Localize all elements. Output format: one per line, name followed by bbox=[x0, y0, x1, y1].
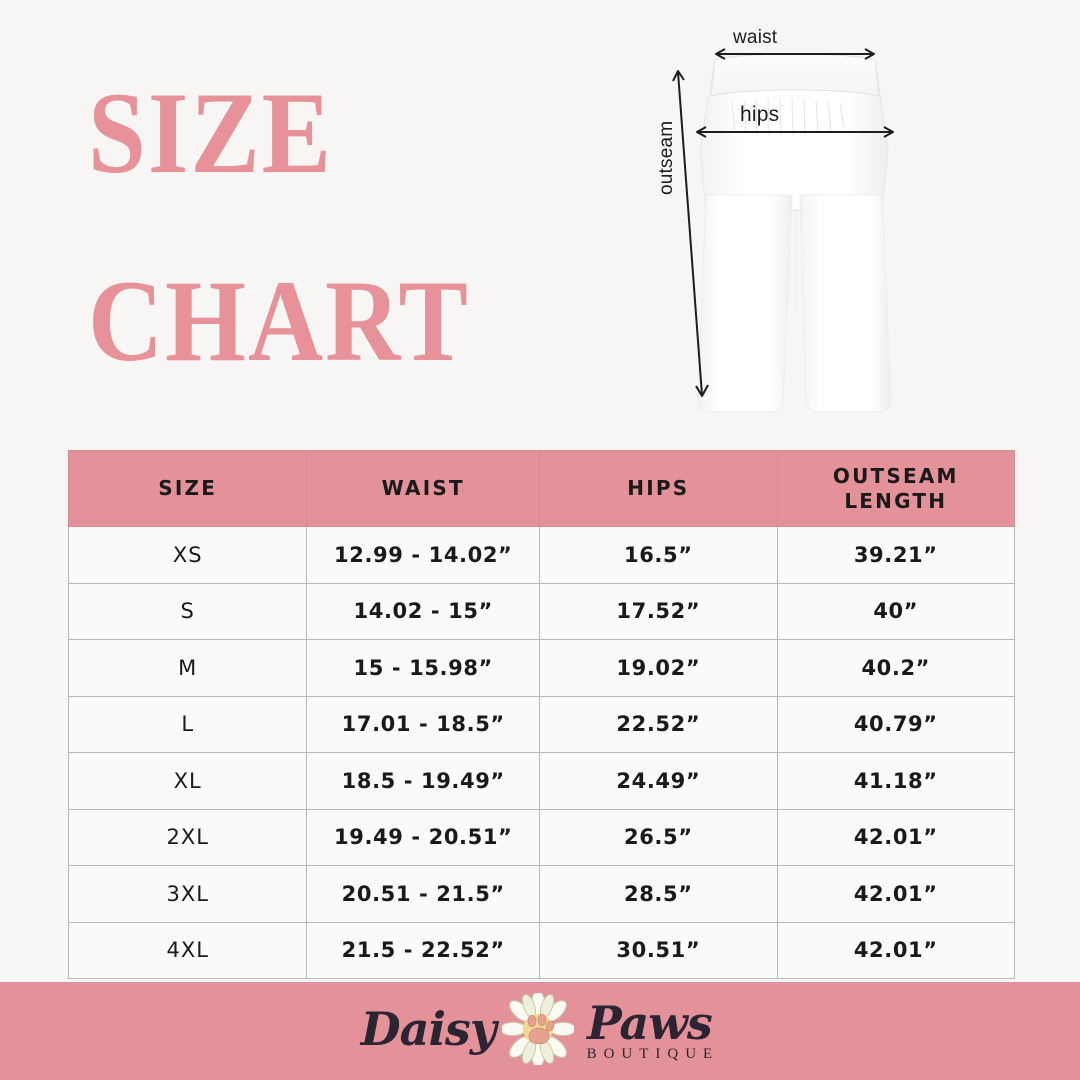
column-header-size: SIZE bbox=[67, 450, 308, 527]
cell-hips: 22.52” bbox=[539, 695, 778, 753]
cell-waist: 20.51 - 21.5” bbox=[306, 865, 541, 923]
cell-waist: 18.5 - 19.49” bbox=[306, 752, 541, 810]
cell-hips: 30.51” bbox=[539, 921, 778, 979]
cell-size: M bbox=[67, 639, 308, 697]
cell-hips: 17.52” bbox=[539, 582, 778, 640]
cell-size: S bbox=[67, 582, 308, 640]
outseam-label: outseam bbox=[656, 120, 677, 195]
cell-size: 3XL bbox=[67, 865, 308, 923]
table-row: XL 18.5 - 19.49” 24.49” 41.18” bbox=[67, 752, 1016, 810]
table-row: 3XL 20.51 - 21.5” 28.5” 42.01” bbox=[67, 865, 1016, 923]
cell-outseam: 42.01” bbox=[776, 921, 1016, 979]
cell-outseam: 42.01” bbox=[776, 865, 1016, 923]
table-row: S 14.02 - 15” 17.52” 40” bbox=[67, 582, 1016, 640]
pants-illustration bbox=[672, 48, 894, 413]
daisy-paw-icon bbox=[501, 993, 574, 1065]
paw-print bbox=[527, 1013, 554, 1045]
hips-label: hips bbox=[740, 103, 780, 126]
table-row: XS 12.99 - 14.02” 16.5” 39.21” bbox=[67, 526, 1016, 584]
cell-size: 4XL bbox=[67, 921, 308, 979]
column-header-hips-label: HIPS bbox=[627, 476, 690, 500]
column-header-hips: HIPS bbox=[539, 450, 778, 527]
daisy-petals bbox=[501, 993, 574, 1065]
outseam-dimension-arrow bbox=[672, 70, 709, 397]
table-row: 4XL 21.5 - 22.52” 30.51” 42.01” bbox=[67, 921, 1016, 979]
page-title: SIZE CHART bbox=[88, 69, 518, 379]
page-title-line-2: CHART bbox=[88, 256, 470, 386]
table-row: M 15 - 15.98” 19.02” 40.2” bbox=[67, 639, 1016, 697]
cell-waist: 15 - 15.98” bbox=[306, 639, 541, 697]
cell-size: L bbox=[67, 695, 308, 753]
pants-measurement-diagram: waist hips outseam bbox=[620, 10, 1060, 440]
cell-waist: 14.02 - 15” bbox=[306, 582, 541, 640]
cell-hips: 26.5” bbox=[539, 808, 778, 866]
size-chart-table-container: SIZE WAIST HIPS OUTSEAM LENGTH XS 12.99 … bbox=[67, 450, 1016, 979]
cell-hips: 16.5” bbox=[539, 526, 778, 584]
size-chart-table: SIZE WAIST HIPS OUTSEAM LENGTH XS 12.99 … bbox=[67, 450, 1016, 979]
cell-outseam: 40.2” bbox=[776, 639, 1016, 697]
column-header-waist-label: WAIST bbox=[381, 476, 465, 500]
table-header: SIZE WAIST HIPS OUTSEAM LENGTH bbox=[67, 450, 1016, 527]
cell-size: XL bbox=[67, 752, 308, 810]
cell-hips: 28.5” bbox=[539, 865, 778, 923]
waist-label: waist bbox=[733, 27, 778, 48]
column-header-size-label: SIZE bbox=[158, 476, 218, 500]
cell-outseam: 39.21” bbox=[776, 526, 1016, 584]
brand-right-stack: Paws BOUTIQUE bbox=[580, 996, 720, 1063]
column-header-outseam-line-2: LENGTH bbox=[844, 488, 948, 513]
brand-logo: Daisy bbox=[361, 993, 719, 1065]
column-header-outseam: OUTSEAM LENGTH bbox=[776, 450, 1016, 527]
waist-dimension-arrow bbox=[715, 48, 875, 60]
table-row: 2XL 19.49 - 20.51” 26.5” 42.01” bbox=[67, 808, 1016, 866]
cell-size: XS bbox=[67, 526, 308, 584]
hips-dimension-arrow bbox=[696, 126, 894, 138]
table-row: L 17.01 - 18.5” 22.52” 40.79” bbox=[67, 695, 1016, 753]
brand-word-daisy: Daisy bbox=[360, 1002, 497, 1056]
cell-hips: 24.49” bbox=[539, 752, 778, 810]
cell-outseam: 41.18” bbox=[776, 752, 1016, 810]
cell-waist: 17.01 - 18.5” bbox=[306, 695, 541, 753]
table-body: XS 12.99 - 14.02” 16.5” 39.21” S 14.02 -… bbox=[67, 526, 1016, 979]
table-header-row: SIZE WAIST HIPS OUTSEAM LENGTH bbox=[67, 450, 1016, 527]
cell-size: 2XL bbox=[67, 808, 308, 866]
footer-brand-band: Daisy bbox=[0, 982, 1080, 1080]
brand-tagline: BOUTIQUE bbox=[586, 1045, 720, 1062]
cell-waist: 19.49 - 20.51” bbox=[306, 808, 541, 866]
cell-outseam: 42.01” bbox=[776, 808, 1016, 866]
cell-waist: 12.99 - 14.02” bbox=[306, 526, 541, 584]
cell-outseam: 40” bbox=[776, 582, 1016, 640]
cell-hips: 19.02” bbox=[539, 639, 778, 697]
pants-shape bbox=[697, 53, 892, 413]
column-header-waist: WAIST bbox=[306, 450, 541, 527]
cell-waist: 21.5 - 22.52” bbox=[306, 921, 541, 979]
cell-outseam: 40.79” bbox=[776, 695, 1016, 753]
column-header-outseam-line-1: OUTSEAM bbox=[832, 463, 959, 488]
brand-word-paws: Paws bbox=[587, 995, 713, 1050]
page-title-line-1: SIZE bbox=[88, 69, 334, 198]
